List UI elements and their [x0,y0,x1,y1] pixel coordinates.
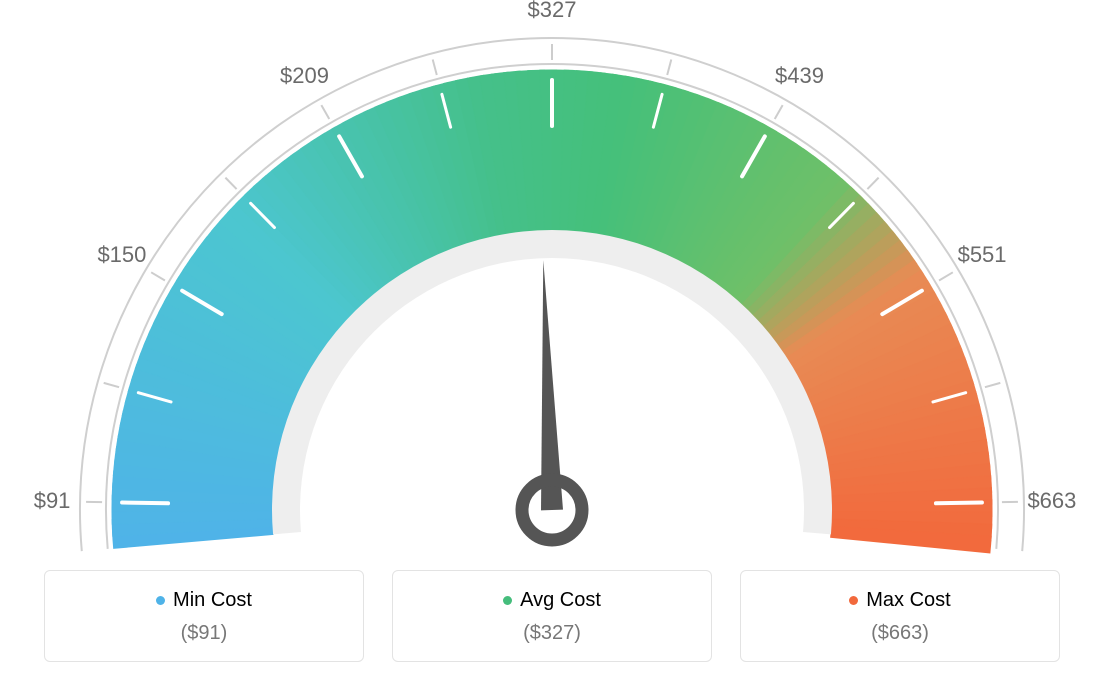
legend-dot-max [849,596,858,605]
legend-card-min: Min Cost ($91) [44,570,364,662]
gauge-svg [0,0,1104,560]
legend-card-max: Max Cost ($663) [740,570,1060,662]
gauge-tick-label: $150 [97,242,146,268]
legend-label-min: Min Cost [173,589,252,612]
gauge-tick-label: $91 [34,488,71,514]
legend-row: Min Cost ($91) Avg Cost ($327) Max Cost … [0,570,1104,662]
legend-label-max: Max Cost [866,589,950,612]
legend-label-avg: Avg Cost [520,589,601,612]
gauge-tick-label: $551 [958,242,1007,268]
legend-value-min: ($91) [55,622,353,645]
gauge-tick-label: $663 [1027,488,1076,514]
legend-title-avg: Avg Cost [503,589,601,612]
gauge-tick-label: $209 [280,63,329,89]
gauge-tick-label: $327 [528,0,577,23]
legend-title-max: Max Cost [849,589,950,612]
gauge-tick-label: $439 [775,63,824,89]
legend-title-min: Min Cost [156,589,252,612]
legend-dot-min [156,596,165,605]
legend-value-max: ($663) [751,622,1049,645]
legend-dot-avg [503,596,512,605]
gauge-chart: $91 $150 $209 $327 $439 $551 $663 [0,0,1104,560]
legend-card-avg: Avg Cost ($327) [392,570,712,662]
legend-value-avg: ($327) [403,622,701,645]
